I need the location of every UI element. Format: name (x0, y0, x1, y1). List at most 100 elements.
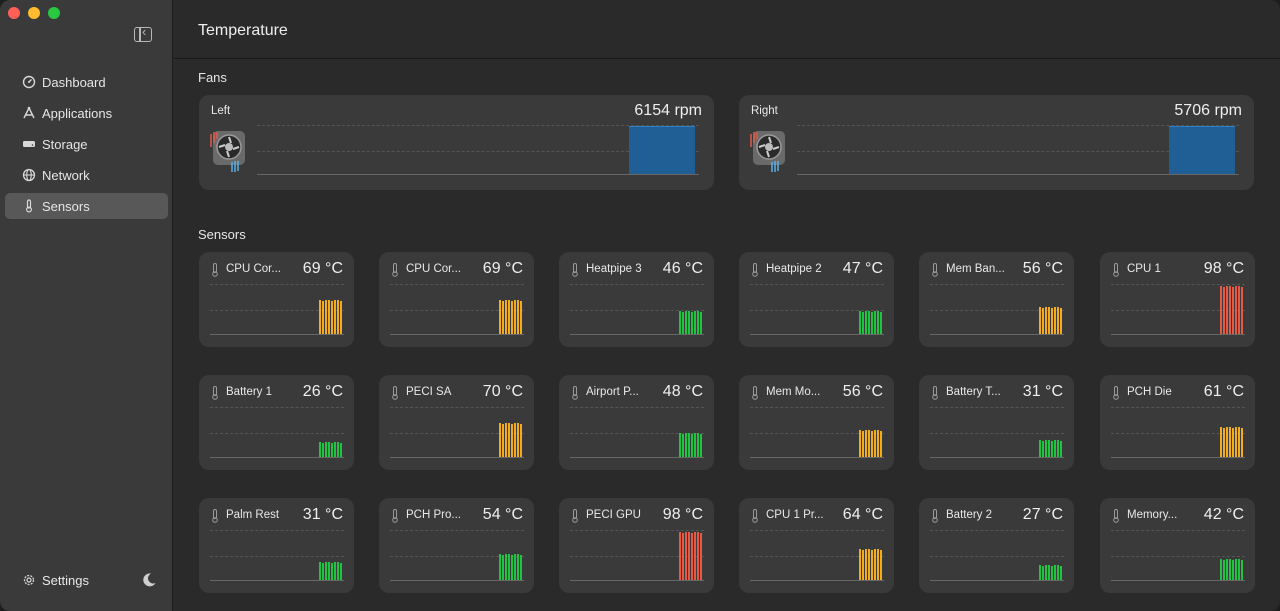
sensor-bar (511, 555, 513, 580)
settings-label: Settings (42, 572, 89, 588)
sidebar-toggle-icon[interactable] (134, 24, 152, 42)
sensor-card: Airport P... 48 °C (559, 375, 714, 470)
sensor-bars (499, 300, 522, 334)
close-window-button[interactable] (8, 7, 20, 19)
sensor-bar (334, 562, 336, 580)
sensor-bar (862, 431, 864, 457)
sensor-value: 27 °C (1022, 506, 1063, 523)
sensor-value: 42 °C (1203, 506, 1244, 523)
sensor-card: Battery 2 27 °C (919, 498, 1074, 593)
sensor-bar (691, 533, 693, 580)
sensor-bar (499, 423, 501, 457)
window-controls (8, 7, 60, 19)
fan-card: Left 6154 rpm (199, 95, 714, 190)
sidebar-item-dashboard[interactable]: Dashboard (5, 69, 168, 95)
gear-icon (23, 574, 35, 586)
maximize-window-button[interactable] (48, 7, 60, 19)
settings-button[interactable]: Settings (22, 573, 89, 588)
sensor-bar (1226, 559, 1228, 580)
sensor-bar (505, 300, 507, 334)
sensor-bar (322, 443, 324, 457)
sensor-bar (1060, 441, 1062, 457)
sensor-bars (1039, 440, 1062, 457)
sidebar-item-network[interactable]: Network (5, 162, 168, 188)
sensor-value: 98 °C (662, 506, 703, 523)
sensor-card: Memory... 42 °C (1100, 498, 1255, 593)
sensor-bars (679, 311, 702, 334)
sensor-history-chart (210, 407, 344, 458)
sensor-bar (1241, 428, 1243, 457)
thermometer-icon (1113, 263, 1119, 277)
sensor-bar (685, 433, 687, 457)
sensor-name: Heatpipe 2 (766, 263, 822, 275)
sensor-bar (1051, 308, 1053, 334)
fan-speed-bar (1169, 126, 1235, 174)
sensor-history-chart (570, 284, 704, 335)
sensor-bar (502, 424, 504, 457)
sensor-bar (517, 423, 519, 457)
sensor-history-chart (930, 407, 1064, 458)
sensor-bar (1060, 566, 1062, 580)
sensor-bar (1042, 441, 1044, 457)
sensor-name: Palm Rest (226, 509, 280, 521)
sensor-bar (694, 433, 696, 457)
sensor-bar (1223, 287, 1225, 334)
sidebar-item-label: Storage (42, 136, 88, 152)
storage-icon (22, 137, 36, 151)
sidebar-item-storage[interactable]: Storage (5, 131, 168, 157)
thermometer-icon (392, 509, 398, 523)
thermometer-icon (22, 199, 36, 213)
sensor-bar (1045, 440, 1047, 457)
sensor-bar (1042, 308, 1044, 334)
sensor-card: Palm Rest 31 °C (199, 498, 354, 593)
sensor-bar (511, 301, 513, 334)
sensor-bar (865, 549, 867, 580)
sensor-value: 69 °C (482, 260, 523, 277)
thermometer-icon (752, 386, 758, 400)
sidebar-item-sensors[interactable]: Sensors (5, 193, 168, 219)
minimize-window-button[interactable] (28, 7, 40, 19)
sensor-bar (1060, 308, 1062, 334)
thermometer-icon (392, 263, 398, 277)
sidebar-footer: Settings (22, 571, 157, 589)
sensor-bar (1238, 286, 1240, 334)
sidebar-item-applications[interactable]: Applications (5, 100, 168, 126)
sensor-bars (1220, 427, 1243, 457)
sensor-bar (1057, 307, 1059, 334)
sensor-history-chart (1111, 284, 1245, 335)
sensor-bar (880, 431, 882, 457)
sensor-bar (508, 554, 510, 580)
sensor-history-chart (390, 407, 524, 458)
sensors-section-title: Sensors (198, 227, 246, 242)
sensor-bar (337, 442, 339, 457)
sensor-name: CPU 1 Pr... (766, 509, 824, 521)
sensor-bar (1039, 565, 1041, 580)
sensor-bar (1241, 560, 1243, 580)
sensor-bar (319, 300, 321, 334)
sensor-bar (697, 433, 699, 457)
dashboard-icon (22, 75, 36, 89)
fan-rpm-value: 6154 rpm (634, 102, 702, 119)
sensor-card: Heatpipe 3 46 °C (559, 252, 714, 347)
sensor-bar (868, 549, 870, 580)
sensor-bars (1039, 565, 1062, 580)
sensor-name: Battery 1 (226, 386, 273, 398)
sensor-bar (1220, 427, 1222, 457)
main-content: Temperature Fans Left 6154 rpm Right 570… (174, 0, 1280, 611)
sensor-bars (319, 562, 342, 580)
sensor-bar (1229, 427, 1231, 457)
sensor-history-chart (210, 284, 344, 335)
sensor-bar (337, 300, 339, 334)
sensor-bar (865, 430, 867, 457)
moon-icon[interactable] (141, 572, 157, 588)
sensor-bars (1220, 559, 1243, 580)
sensor-bar (862, 312, 864, 334)
fan-icon (210, 131, 245, 172)
sensor-bar (325, 442, 327, 457)
sensor-bar (328, 442, 330, 457)
sensor-card: Heatpipe 2 47 °C (739, 252, 894, 347)
sensor-history-chart (750, 284, 884, 335)
sensor-bar (1235, 286, 1237, 334)
sensor-bar (880, 312, 882, 334)
sensor-value: 70 °C (482, 383, 523, 400)
